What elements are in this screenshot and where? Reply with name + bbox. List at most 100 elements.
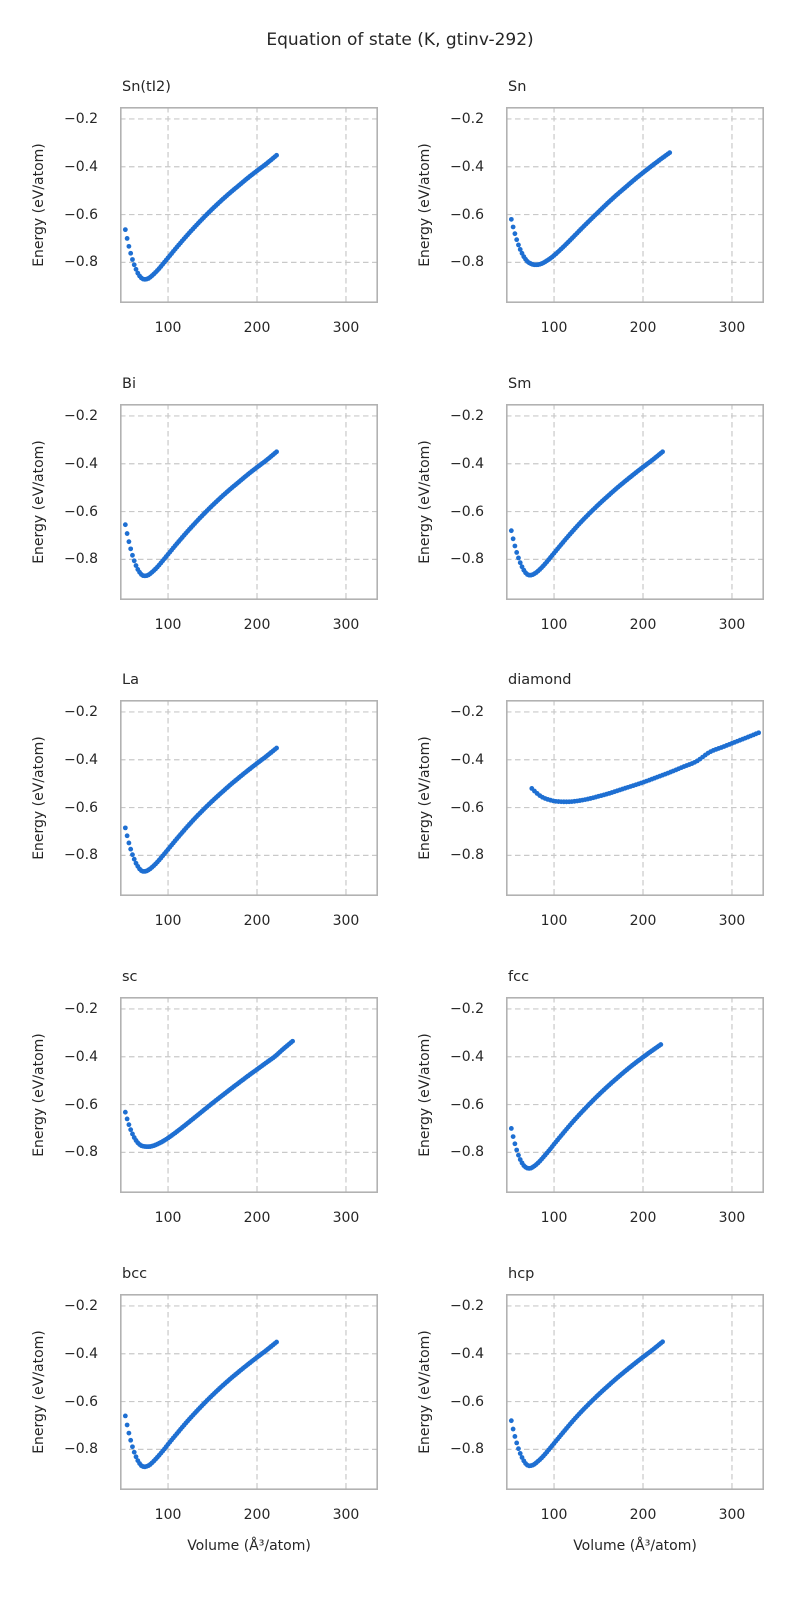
volume-axis-label: Volume (Å³/atom): [187, 1538, 311, 1554]
plot-area: [506, 700, 764, 896]
y-tick-label: −0.8: [450, 1441, 484, 1458]
x-tick-label: 200: [243, 1210, 271, 1226]
gridlines: [506, 107, 764, 303]
gridlines: [120, 1294, 378, 1490]
y-tick-label: −0.4: [64, 158, 98, 175]
axes-border: [506, 997, 764, 1193]
y-tick-label: −0.8: [450, 551, 484, 568]
gridlines: [120, 404, 378, 600]
x-tick-label: 100: [540, 320, 568, 336]
gridlines: [506, 700, 764, 896]
y-tick-label: −0.6: [64, 1393, 98, 1410]
plot-area: [120, 107, 378, 303]
subplot-title: bcc: [122, 1266, 148, 1282]
gridlines: [506, 404, 764, 600]
figure-title: Equation of state (K, gtinv-292): [266, 30, 534, 50]
y-tick-label: −0.6: [64, 1096, 98, 1113]
axes-border: [120, 700, 378, 896]
x-tick-label: 200: [243, 617, 271, 633]
x-tick-label: 300: [718, 320, 746, 336]
axes-border: [506, 107, 764, 303]
y-tick-label: −0.4: [450, 1048, 484, 1065]
x-tick-label: 100: [154, 1507, 182, 1523]
y-tick-label: −0.6: [64, 799, 98, 816]
x-tick-label: 300: [332, 913, 360, 929]
subplot-title: Sn(tI2): [122, 79, 171, 95]
y-tick-label: −0.4: [450, 1345, 484, 1362]
y-tick-label: −0.8: [64, 847, 98, 864]
scatter-series: [122, 1038, 295, 1150]
x-tick-label: 100: [154, 913, 182, 929]
subplot-title: Bi: [122, 376, 136, 392]
axes-border: [506, 1294, 764, 1490]
y-tick-label: −0.8: [64, 1441, 98, 1458]
y-tick-label: −0.4: [64, 1048, 98, 1065]
scatter-series: [529, 730, 762, 805]
x-tick-label: 200: [629, 617, 657, 633]
y-tick-label: −0.6: [450, 503, 484, 520]
y-tick-label: −0.6: [450, 1393, 484, 1410]
scatter-series: [122, 449, 279, 579]
subplot-title: fcc: [508, 969, 530, 985]
y-tick-label: −0.2: [64, 1000, 98, 1017]
y-tick-label: −0.4: [450, 455, 484, 472]
y-tick-label: −0.2: [450, 110, 484, 127]
x-tick-label: 100: [154, 320, 182, 336]
plot-area: [120, 404, 378, 600]
gridlines: [120, 107, 378, 303]
y-tick-label: −0.6: [64, 503, 98, 520]
y-tick-label: −0.2: [450, 703, 484, 720]
axes-border: [120, 997, 378, 1193]
x-tick-label: 100: [540, 617, 568, 633]
gridlines: [120, 997, 378, 1193]
gridlines: [120, 700, 378, 896]
plot-area: [506, 997, 764, 1193]
x-tick-label: 100: [540, 913, 568, 929]
plot-area: [120, 1294, 378, 1490]
scatter-series: [508, 1339, 665, 1469]
y-tick-label: −0.2: [450, 407, 484, 424]
scatter-series: [508, 1042, 664, 1171]
scatter-series: [508, 150, 673, 268]
plot-area: [120, 700, 378, 896]
x-tick-label: 200: [243, 913, 271, 929]
y-tick-label: −0.4: [450, 751, 484, 768]
subplot-title: Sn: [508, 79, 527, 95]
y-tick-label: −0.2: [64, 703, 98, 720]
gridlines: [506, 1294, 764, 1490]
y-tick-label: −0.8: [64, 254, 98, 271]
x-tick-label: 100: [154, 617, 182, 633]
y-tick-label: −0.6: [64, 206, 98, 223]
y-tick-label: −0.2: [64, 407, 98, 424]
volume-axis-label: Volume (Å³/atom): [573, 1538, 697, 1554]
x-tick-label: 300: [718, 1507, 746, 1523]
x-tick-label: 200: [629, 1507, 657, 1523]
x-tick-label: 200: [243, 1507, 271, 1523]
plot-area: [120, 997, 378, 1193]
x-tick-label: 300: [718, 913, 746, 929]
x-tick-label: 200: [629, 1210, 657, 1226]
y-tick-label: −0.6: [450, 799, 484, 816]
x-tick-label: 300: [332, 1507, 360, 1523]
x-tick-label: 300: [332, 1210, 360, 1226]
y-tick-label: −0.8: [64, 1144, 98, 1161]
x-tick-label: 200: [629, 913, 657, 929]
y-tick-label: −0.2: [64, 110, 98, 127]
y-tick-label: −0.8: [450, 847, 484, 864]
y-tick-label: −0.4: [64, 455, 98, 472]
scatter-series: [122, 1339, 279, 1470]
axes-border: [506, 700, 764, 896]
plot-area: [506, 107, 764, 303]
y-tick-label: −0.2: [450, 1000, 484, 1017]
subplot-title: Sm: [508, 376, 532, 392]
axes-border: [506, 404, 764, 600]
subplot-title: La: [122, 672, 139, 688]
y-tick-label: −0.2: [64, 1297, 98, 1314]
x-tick-label: 200: [629, 320, 657, 336]
y-tick-label: −0.6: [450, 206, 484, 223]
y-tick-label: −0.4: [64, 1345, 98, 1362]
y-tick-label: −0.8: [450, 254, 484, 271]
x-tick-label: 300: [332, 320, 360, 336]
scatter-series: [508, 449, 665, 578]
